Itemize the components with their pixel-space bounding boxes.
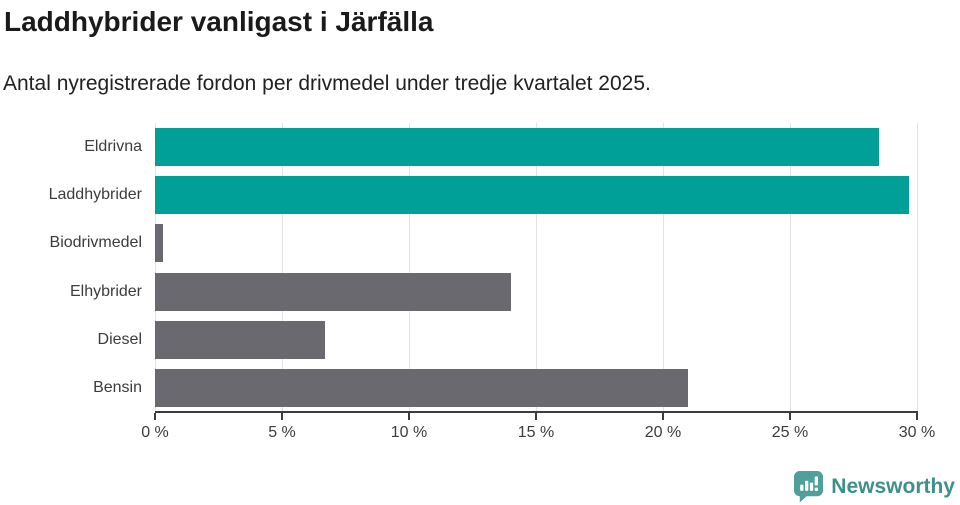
bar-row: Elhybrider — [70, 268, 917, 316]
gridline — [790, 123, 791, 412]
gridline — [282, 123, 283, 412]
brand-footer-link[interactable]: Newsworthy — [793, 470, 955, 503]
x-axis-tick-label: 25 % — [771, 424, 809, 441]
bar — [155, 320, 326, 359]
x-axis-tick — [789, 413, 791, 420]
x-axis: 0 % 5 % 10 % 15 % 20 % 25 % 30 % — [141, 411, 935, 451]
category-label: Laddhybrider — [48, 186, 142, 204]
x-axis-tick-label: 15 % — [517, 424, 555, 441]
bar-row: Biodrivmedel — [50, 219, 917, 267]
x-axis-tick — [407, 413, 410, 420]
gridline — [155, 123, 156, 412]
chart-subtitle: Antal nyregistrerade fordon per drivmede… — [3, 72, 651, 95]
bar-row: Diesel — [98, 316, 917, 364]
bar-row: Eldrivna — [84, 123, 917, 171]
plot-area: Eldrivna Laddhybrider Biodrivmedel Elhybrid… — [49, 123, 918, 412]
category-label: Elhybrider — [69, 282, 142, 300]
x-axis-tick-label: 20 % — [644, 424, 682, 441]
x-axis-tick-label: 0 % — [141, 424, 169, 441]
bar — [155, 176, 910, 215]
chart-title: Laddhybrider vanligast i Järfälla — [4, 6, 434, 37]
bar — [155, 224, 163, 263]
bar-row: Bensin — [93, 364, 917, 412]
gridline — [663, 123, 664, 412]
gridline — [409, 123, 410, 412]
x-axis-tick — [916, 413, 918, 420]
newsworthy-logo-icon — [793, 470, 824, 503]
x-axis-tick-label: 30 % — [898, 424, 936, 441]
x-axis-tick-label: 10 % — [390, 424, 428, 441]
category-label: Bensin — [93, 378, 142, 396]
bar — [155, 272, 511, 311]
x-axis-tick — [661, 413, 664, 420]
bar — [155, 128, 879, 167]
x-axis-tick — [154, 413, 156, 420]
x-axis-tick — [280, 413, 283, 420]
plot-rows: Eldrivna Laddhybrider Biodrivmedel Elhybrid… — [49, 123, 917, 412]
x-axis-tick — [535, 413, 537, 420]
x-axis-line — [155, 411, 918, 413]
brand-name: Newsworthy — [831, 474, 955, 498]
category-label: Diesel — [97, 330, 142, 348]
category-label: Eldrivna — [84, 138, 142, 156]
gridline — [536, 123, 537, 412]
bar — [155, 368, 689, 407]
x-axis-tick-label: 5 % — [268, 424, 296, 441]
bar-row: Laddhybrider — [49, 171, 917, 219]
gridline — [917, 123, 918, 412]
category-label: Biodrivmedel — [49, 234, 142, 252]
